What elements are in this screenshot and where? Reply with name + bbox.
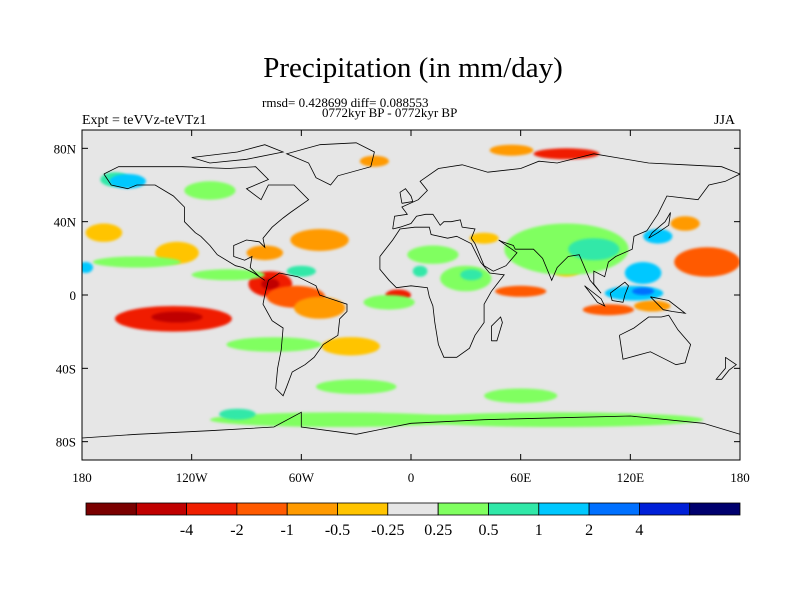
colorbar-label: 1 <box>535 522 543 539</box>
anomaly-patch-39 <box>411 412 704 428</box>
anomaly-patch-45 <box>412 265 428 277</box>
y-tick-label: 80S <box>56 435 76 450</box>
y-tick-label: 40N <box>54 215 77 230</box>
y-tick-label: 80N <box>54 141 77 156</box>
colorbar-swatch <box>135 502 188 516</box>
anomaly-patch-15 <box>670 216 700 231</box>
anomaly-patch-28 <box>504 223 629 275</box>
x-tick-label: 180 <box>730 470 750 485</box>
coastline-australia <box>619 314 692 366</box>
x-tick-label: 120W <box>176 470 209 485</box>
colorbar-swatch <box>236 502 288 516</box>
coastline-sumatra <box>584 285 606 307</box>
colorbar-swatch <box>387 502 439 516</box>
anomaly-patch-11 <box>495 285 547 297</box>
anomaly-patch-3 <box>261 278 280 290</box>
anomaly-patch-1 <box>151 311 203 323</box>
anomaly-patch-32 <box>632 287 655 295</box>
colorbar-label: -0.5 <box>325 522 350 539</box>
colorbar-swatch <box>286 502 338 516</box>
colorbar: -4 -2 -1 -0.5 -0.25 0.25 0.5 1 2 4 <box>85 502 741 539</box>
colorbar-swatch <box>689 502 741 516</box>
anomaly-patch-27 <box>363 295 415 310</box>
axes: 180 120W 60W 0 60E 120E 180 80N 40N 0 40S 80S <box>54 130 750 485</box>
precipitation-field <box>82 144 740 428</box>
experiment-label: Expt = teVVz-teVTz1 <box>82 113 207 128</box>
coastline-borneo <box>609 281 629 303</box>
colorbar-swatch <box>639 502 691 516</box>
chart-title: Precipitation (in mm/day) <box>263 52 563 84</box>
colorbar-swatch <box>337 502 389 516</box>
colorbar-swatch <box>437 502 489 516</box>
coastline-north-america <box>103 166 310 281</box>
x-tick-label: 0 <box>408 470 415 485</box>
coastline-arctic-islands <box>191 144 285 164</box>
coastline-greenland <box>285 142 375 186</box>
coastline-south-america <box>262 272 348 397</box>
coastline-new-guinea <box>650 296 687 314</box>
colorbar-swatch <box>588 502 640 516</box>
anomaly-patch-6 <box>290 229 349 251</box>
anomaly-patch-16 <box>533 148 600 160</box>
colorbar-label: -4 <box>180 522 193 539</box>
anomaly-patch-24 <box>407 245 459 264</box>
coastline-japan <box>648 212 671 239</box>
colorbar-label: 0.5 <box>479 522 499 539</box>
anomaly-patch-14 <box>674 247 740 277</box>
anomaly-patch-35 <box>184 181 236 200</box>
anomaly-patch-30 <box>624 262 662 284</box>
coastline-new-zealand <box>715 356 737 380</box>
period-label: 0772kyr BP - 0772kyr BP <box>322 105 458 120</box>
anomaly-patch-12 <box>582 304 635 316</box>
anomaly-patch-19 <box>321 337 380 356</box>
anomaly-patch-18 <box>359 155 389 167</box>
anomaly-patch-17 <box>489 144 534 156</box>
colorbar-swatch <box>85 502 137 516</box>
season-label: JJA <box>714 113 736 128</box>
anomaly-patch-22 <box>191 269 265 281</box>
anomaly-patch-9 <box>85 223 123 242</box>
anomaly-patch-43 <box>82 262 93 273</box>
colorbar-label: -1 <box>281 522 294 539</box>
anomaly-patch-5 <box>294 296 346 319</box>
coastline-britain <box>399 188 414 204</box>
colorbar-swatch <box>538 502 590 516</box>
anomaly-patch-33 <box>643 229 673 244</box>
anomaly-patch-13 <box>634 300 671 312</box>
colorbar-swatch <box>186 502 238 516</box>
anomaly-patch-41 <box>484 388 558 404</box>
x-tick-label: 120E <box>617 470 645 485</box>
coastline-eurasia <box>392 153 740 294</box>
y-tick-label: 40S <box>56 361 76 376</box>
anomaly-patch-20 <box>469 232 499 244</box>
anomaly-patch-37 <box>226 337 322 352</box>
colorbar-label: 4 <box>635 522 643 539</box>
anomaly-patch-40 <box>316 379 397 395</box>
anomaly-patch-42 <box>219 408 256 420</box>
x-tick-label: 60W <box>289 470 315 485</box>
x-tick-label: 60E <box>510 470 531 485</box>
colorbar-label: 0.25 <box>424 522 452 539</box>
colorbar-label: -2 <box>230 522 243 539</box>
anomaly-patch-38 <box>210 412 466 428</box>
y-tick-label: 0 <box>70 288 77 303</box>
coastline-antarctica <box>82 411 740 439</box>
stats-label: rmsd= 0.428699 diff= 0.088553 <box>262 95 429 110</box>
x-tick-label: 180 <box>72 470 92 485</box>
anomaly-patch-26 <box>460 269 483 281</box>
coastline-africa <box>379 226 505 358</box>
colorbar-label: -0.25 <box>371 522 404 539</box>
anomaly-patch-23 <box>286 265 316 277</box>
anomaly-patch-44 <box>109 174 146 189</box>
colorbar-swatch <box>488 502 540 516</box>
coastlines <box>82 142 740 439</box>
anomaly-patch-36 <box>92 256 181 268</box>
anomaly-patch-7 <box>246 245 284 261</box>
coastline-madagascar <box>491 316 503 342</box>
colorbar-label: 2 <box>585 522 593 539</box>
anomaly-patch-29 <box>568 238 620 261</box>
